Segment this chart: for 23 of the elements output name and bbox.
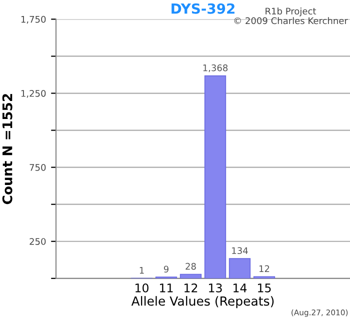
bar [204, 75, 226, 278]
bar [228, 258, 251, 278]
x-tick-label: 13 [209, 283, 222, 292]
x-axis-title: Allele Values (Repeats) [131, 296, 274, 308]
x-tick-label: 11 [160, 284, 173, 292]
y-tick-label: 1,250 [21, 90, 46, 98]
y-tick-label: 250 [30, 238, 46, 245]
data-label: 1,368 [203, 64, 228, 72]
chart-title: DYS-392 [172, 3, 234, 14]
annotation: © 2009 Charles Kerchner [234, 17, 348, 24]
text: R1b Project [266, 8, 316, 16]
y-axis-title: Count N =1552 [2, 94, 12, 204]
data-label: 9 [164, 266, 168, 273]
x-tick-label: 12 [184, 283, 198, 292]
x-tick-label: 15 [258, 284, 271, 292]
x-tick-label: 14 [234, 284, 247, 292]
x-tick-label: 10 [136, 283, 148, 292]
data-label: 28 [186, 262, 196, 270]
data-label: 134 [232, 247, 248, 254]
data-label: 12 [260, 265, 270, 272]
data-label: 1 [140, 267, 144, 274]
y-tick-label: 1,750 [21, 16, 46, 24]
y-tick-label: 750 [30, 164, 46, 171]
